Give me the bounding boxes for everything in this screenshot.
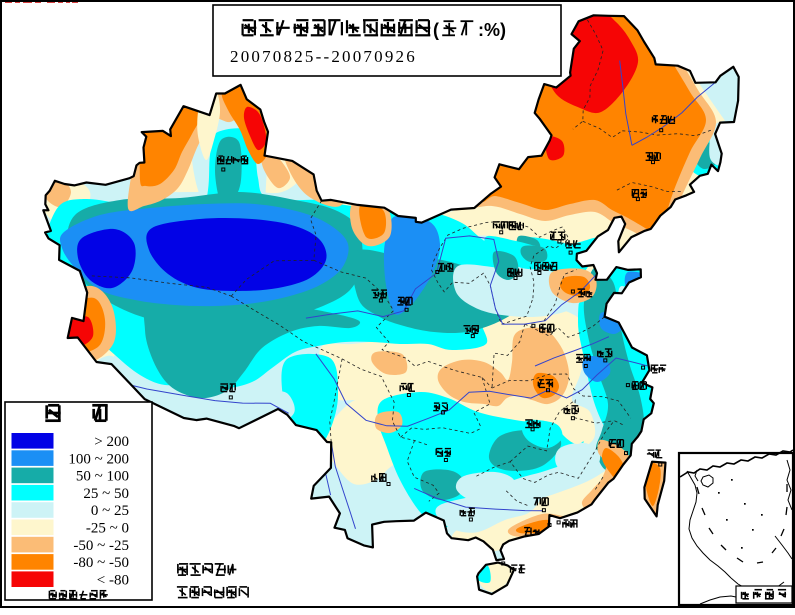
svg-text:100 ~ 200: 100 ~ 200 — [68, 451, 129, 467]
svg-text:25 ~ 50: 25 ~ 50 — [83, 486, 129, 502]
svg-text:50 ~ 100: 50 ~ 100 — [76, 469, 129, 485]
svg-text:-80 ~ -50: -80 ~ -50 — [73, 555, 129, 571]
svg-text:> 200: > 200 — [94, 434, 129, 450]
svg-text:(: ( — [433, 20, 439, 40]
svg-text:-25 ~ 0: -25 ~ 0 — [86, 521, 129, 537]
svg-text:20070825--20070926: 20070825--20070926 — [230, 47, 417, 66]
svg-text::%): :%) — [478, 20, 506, 40]
svg-text:-50 ~ -25: -50 ~ -25 — [73, 538, 129, 554]
svg-text:0 ~ 25: 0 ~ 25 — [91, 503, 129, 519]
svg-text:< -80: < -80 — [97, 572, 129, 588]
